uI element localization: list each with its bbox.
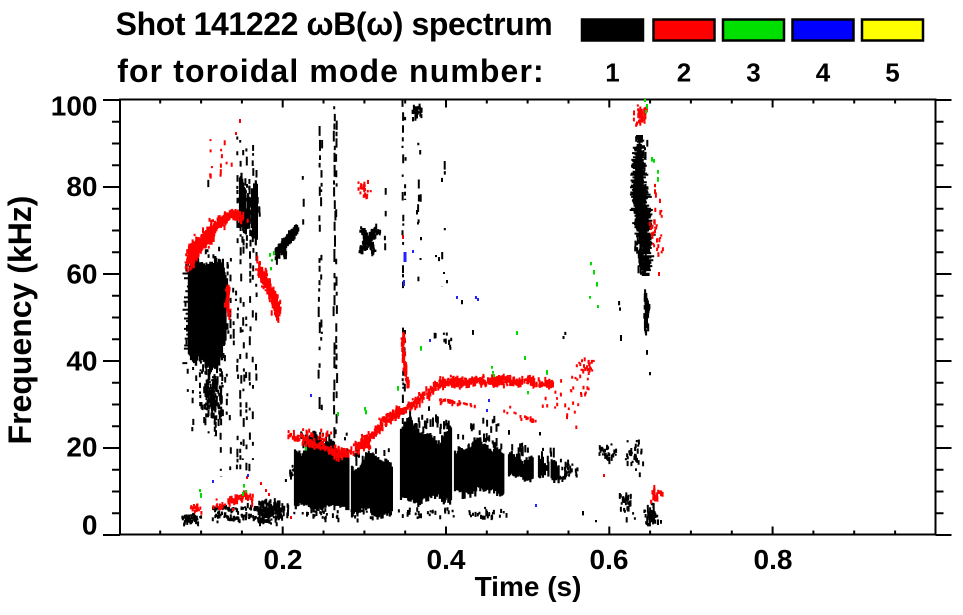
svg-text:0.8: 0.8 <box>754 544 793 575</box>
svg-text:3: 3 <box>746 58 760 88</box>
svg-text:0: 0 <box>82 510 98 541</box>
svg-text:2: 2 <box>677 58 691 88</box>
svg-text:100: 100 <box>51 91 98 122</box>
svg-text:Frequency (kHz): Frequency (kHz) <box>2 196 38 445</box>
svg-text:1: 1 <box>605 58 619 88</box>
svg-text:60: 60 <box>66 259 97 290</box>
svg-text:4: 4 <box>816 58 831 88</box>
svg-text:0.2: 0.2 <box>264 544 303 575</box>
svg-text:for toroidal mode number:: for toroidal mode number: <box>117 53 545 89</box>
svg-text:20: 20 <box>66 431 97 462</box>
svg-text:0.6: 0.6 <box>590 544 629 575</box>
svg-text:0.4: 0.4 <box>427 544 466 575</box>
svg-text:80: 80 <box>66 171 97 202</box>
svg-text:Time (s): Time (s) <box>475 571 582 602</box>
svg-text:5: 5 <box>885 58 899 88</box>
svg-text:Shot 141222 ωB(ω) spectrum: Shot 141222 ωB(ω) spectrum <box>116 6 553 42</box>
svg-text:40: 40 <box>66 346 97 377</box>
